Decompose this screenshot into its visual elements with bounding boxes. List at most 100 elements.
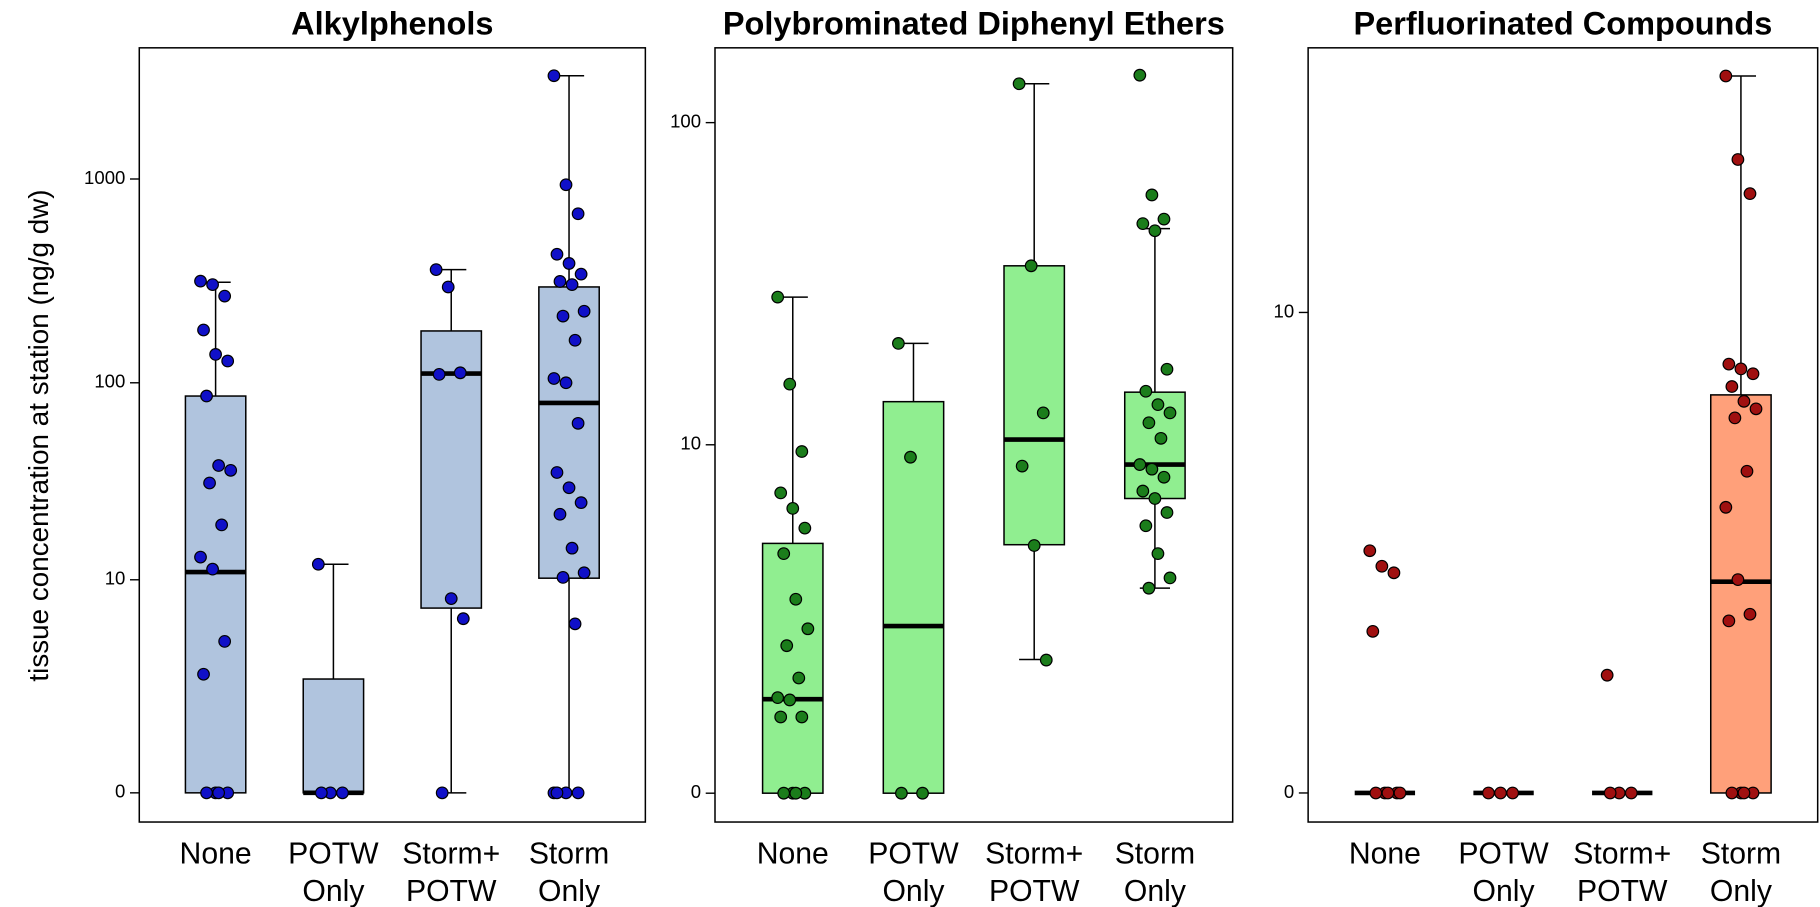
data-point bbox=[1506, 786, 1519, 800]
data-point bbox=[1369, 786, 1383, 800]
data-point bbox=[1136, 217, 1150, 231]
data-point bbox=[224, 463, 238, 477]
data-point bbox=[1719, 500, 1733, 514]
data-point bbox=[1363, 544, 1377, 558]
data-point bbox=[209, 348, 222, 361]
plot-frame bbox=[714, 47, 1234, 823]
data-point bbox=[314, 786, 328, 800]
y-tick-label: 10 bbox=[680, 433, 701, 454]
data-point bbox=[194, 550, 207, 564]
data-point bbox=[218, 289, 232, 303]
data-point bbox=[916, 786, 929, 800]
data-point bbox=[456, 612, 470, 626]
data-point bbox=[1746, 367, 1760, 381]
data-point bbox=[562, 257, 576, 270]
data-point bbox=[1737, 786, 1751, 800]
box-group bbox=[1473, 786, 1534, 800]
data-point bbox=[1387, 566, 1401, 580]
data-point bbox=[200, 389, 213, 403]
data-point bbox=[1145, 462, 1159, 476]
data-point bbox=[212, 459, 226, 472]
data-point bbox=[1139, 384, 1153, 398]
data-point bbox=[556, 571, 570, 584]
data-point bbox=[547, 69, 561, 83]
y-tick-label: 0 bbox=[115, 781, 125, 802]
data-point bbox=[568, 333, 582, 347]
data-point bbox=[783, 693, 797, 707]
data-point bbox=[1719, 69, 1733, 83]
data-point bbox=[1160, 362, 1174, 376]
data-point bbox=[1494, 786, 1507, 800]
data-point bbox=[1725, 786, 1739, 800]
box-group bbox=[1003, 77, 1066, 667]
box bbox=[1709, 394, 1772, 794]
data-point bbox=[1366, 624, 1380, 638]
box-group bbox=[1354, 544, 1416, 800]
data-point bbox=[801, 622, 815, 636]
data-point bbox=[565, 278, 579, 291]
data-point bbox=[568, 617, 582, 631]
data-point bbox=[1142, 581, 1156, 595]
data-point bbox=[1015, 459, 1029, 473]
box bbox=[302, 678, 365, 794]
data-point bbox=[559, 376, 573, 390]
data-point bbox=[798, 521, 812, 535]
data-point bbox=[1743, 607, 1757, 621]
data-point bbox=[789, 592, 803, 606]
data-point bbox=[206, 562, 219, 576]
data-point bbox=[1027, 539, 1041, 552]
data-point bbox=[200, 786, 213, 800]
x-tick-label: POTW bbox=[989, 875, 1080, 907]
data-point bbox=[577, 566, 591, 580]
box bbox=[1003, 265, 1066, 546]
x-tick-label: POTW bbox=[288, 838, 379, 871]
data-point bbox=[795, 710, 809, 724]
data-point bbox=[792, 671, 806, 685]
data-point bbox=[571, 207, 585, 221]
x-tick-label: POTW bbox=[406, 875, 497, 907]
data-point bbox=[1145, 188, 1159, 202]
data-point bbox=[1036, 406, 1050, 420]
x-tick-label: Only bbox=[1710, 875, 1773, 907]
data-point bbox=[194, 274, 207, 288]
data-point bbox=[444, 592, 458, 605]
data-point bbox=[571, 416, 585, 430]
data-point bbox=[429, 263, 443, 276]
data-point bbox=[432, 368, 446, 381]
data-point bbox=[453, 366, 467, 380]
data-point bbox=[311, 557, 325, 571]
data-point bbox=[1151, 398, 1165, 412]
box-group bbox=[761, 290, 824, 800]
data-point bbox=[1136, 484, 1150, 498]
y-tick-label: 100 bbox=[94, 371, 125, 392]
data-point bbox=[1381, 786, 1395, 800]
data-point bbox=[559, 178, 573, 192]
x-tick-label: Storm+ bbox=[402, 838, 500, 871]
data-point bbox=[777, 547, 791, 561]
box bbox=[882, 400, 945, 794]
data-point bbox=[1393, 786, 1407, 800]
data-point bbox=[1151, 547, 1165, 561]
data-point bbox=[574, 267, 588, 281]
data-point bbox=[789, 786, 803, 800]
box-group bbox=[538, 69, 600, 800]
x-tick-label: Only bbox=[1473, 875, 1536, 907]
data-point bbox=[1722, 357, 1736, 371]
plot-frame bbox=[138, 47, 647, 823]
x-tick-label: Storm+ bbox=[1573, 838, 1671, 871]
data-point bbox=[904, 450, 917, 464]
data-point bbox=[1603, 786, 1617, 800]
data-point bbox=[206, 278, 219, 291]
data-point bbox=[212, 786, 226, 800]
data-point bbox=[1600, 668, 1614, 682]
data-point bbox=[1139, 519, 1153, 533]
data-point bbox=[1740, 464, 1754, 478]
x-tick-label: Storm bbox=[1701, 838, 1781, 871]
y-tick-label: 100 bbox=[670, 111, 701, 132]
data-point bbox=[553, 275, 567, 288]
data-point bbox=[771, 290, 785, 304]
data-point bbox=[577, 304, 591, 318]
data-point bbox=[1133, 68, 1147, 82]
x-tick-label: None bbox=[1349, 838, 1421, 871]
x-tick-label: POTW bbox=[868, 838, 959, 871]
